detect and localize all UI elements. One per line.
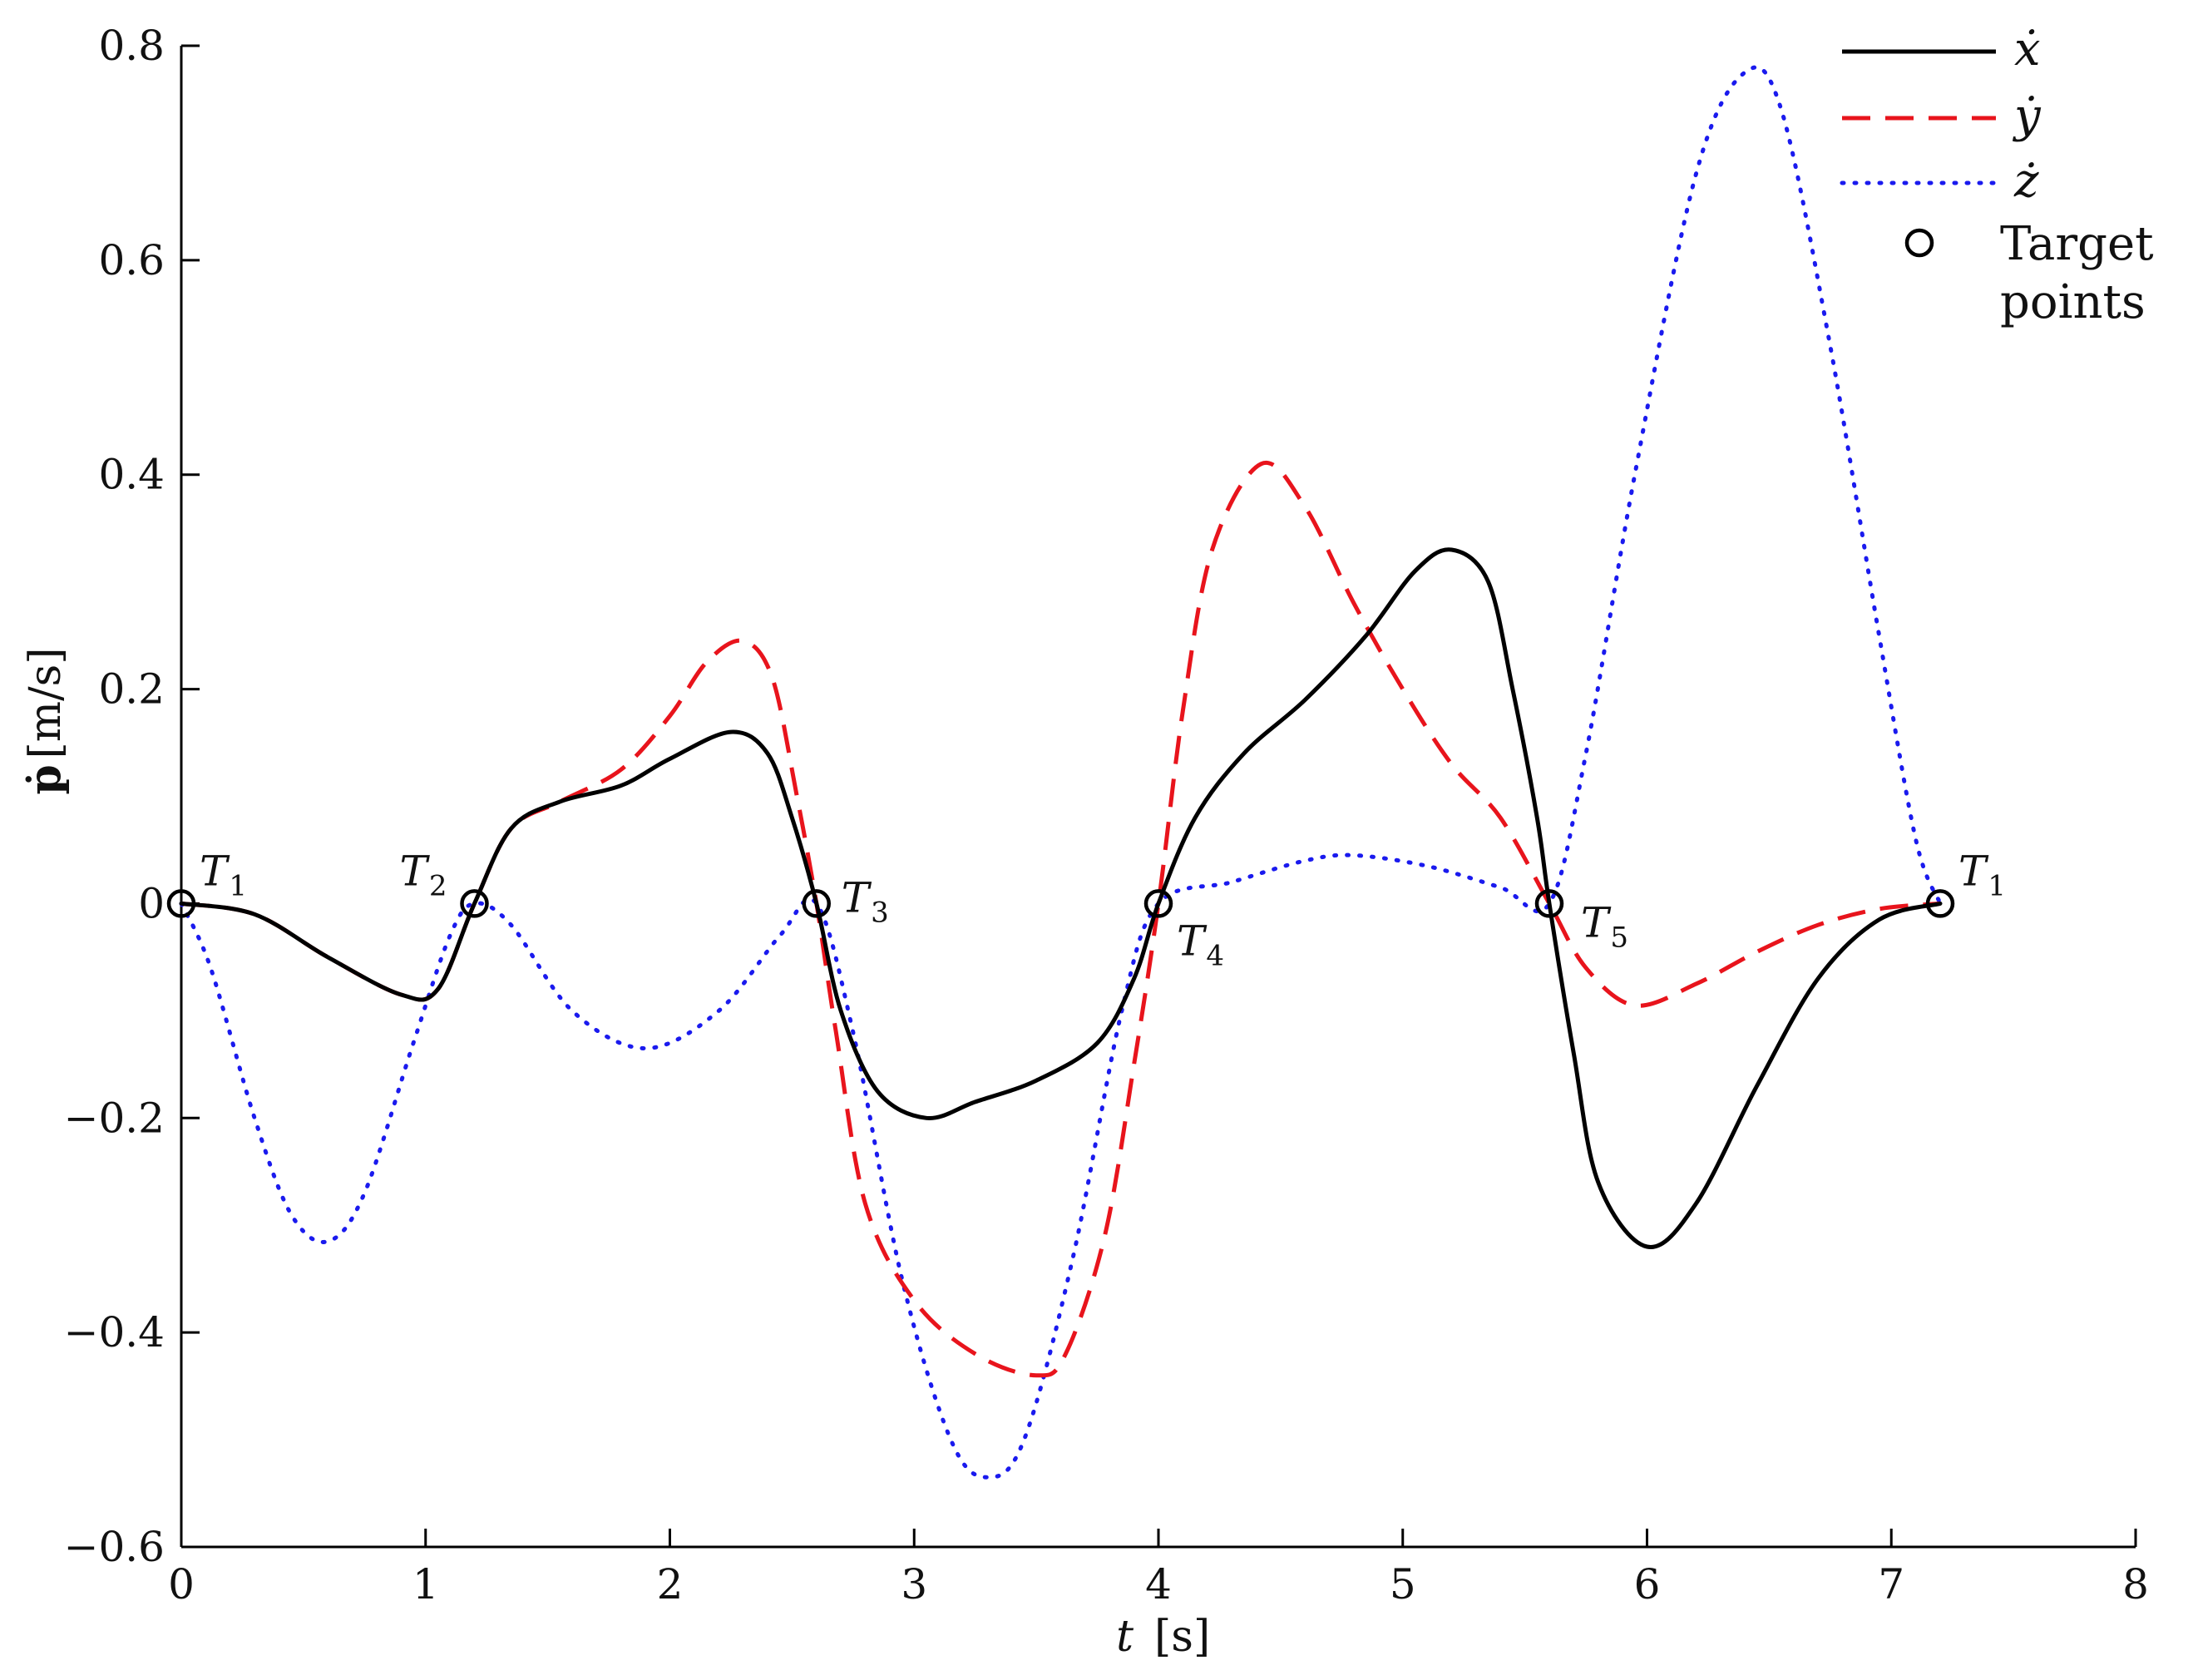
legend-target-marker <box>1904 228 1934 258</box>
target-point-marker <box>802 889 831 918</box>
x-axis-label: t <box>1116 1612 1134 1662</box>
series-layer <box>179 65 1943 1480</box>
target-point-label: T3 <box>842 873 889 929</box>
y-axis-label: ṗ <box>20 764 71 794</box>
target-point-subscript: 5 <box>1610 921 1628 954</box>
series-x-dot-line <box>179 547 1943 1249</box>
x-tick-label: 3 <box>901 1560 927 1608</box>
y-tick-label: 0.2 <box>98 665 165 714</box>
x-tick-label: 2 <box>657 1560 684 1608</box>
target-point-marker <box>1925 889 1955 918</box>
target-point-marker <box>1534 889 1564 918</box>
target-point-subscript: 4 <box>1206 939 1224 972</box>
series-z-dot-line <box>179 65 1943 1480</box>
y-tick-label: 0.4 <box>98 451 165 499</box>
legend-label: ż <box>2013 154 2039 208</box>
target-point-subscript: 2 <box>429 869 447 902</box>
x-tick-label: 5 <box>1390 1560 1416 1608</box>
target-point-letter: T <box>400 847 431 895</box>
y-tick-label: −0.4 <box>64 1308 165 1356</box>
y-tick-label: 0.8 <box>98 22 165 70</box>
target-point-label: T5 <box>1581 898 1628 954</box>
series-y-dot-line <box>180 460 1941 1378</box>
target-point-letter: T <box>1958 847 1989 895</box>
legend-target-label-line2: points <box>2000 275 2146 329</box>
axes: 0 1 2 3 4 5 6 7 8 −0.6 −0.4 −0.2 0 0.2 0.4 0.6 0.8 t [s] ṗ [… <box>20 22 2149 1662</box>
target-point-label: T1 <box>200 847 247 902</box>
x-tick-label: 8 <box>2122 1560 2149 1608</box>
y-tick-label: −0.2 <box>64 1094 165 1142</box>
x-axis-unit: [s] <box>1154 1612 1210 1662</box>
target-point-subscript: 1 <box>1988 869 2006 902</box>
target-point-letter: T <box>200 847 230 895</box>
legend-label: ẋ <box>2014 22 2041 77</box>
target-point-marker <box>460 889 489 918</box>
target-point-label: T1 <box>1958 847 2006 902</box>
x-tick-label: 4 <box>1145 1560 1172 1608</box>
legend-target-label-line1: Target <box>2000 217 2154 271</box>
target-point-subscript: 1 <box>229 869 247 902</box>
x-tick-label: 0 <box>168 1560 195 1608</box>
x-tick-label: 1 <box>412 1560 439 1608</box>
target-point-letter: T <box>842 873 872 922</box>
legend-label: ẏ <box>2012 89 2042 143</box>
y-tick-label: 0 <box>138 879 165 927</box>
y-tick-label: 0.6 <box>98 236 165 284</box>
x-tick-label: 6 <box>1634 1560 1661 1608</box>
y-tick-label: −0.6 <box>64 1523 165 1571</box>
target-point-letter: T <box>1177 917 1208 965</box>
target-point-subscript: 3 <box>871 896 889 929</box>
target-point-letter: T <box>1581 898 1612 946</box>
target-point-label: T2 <box>400 847 447 902</box>
y-axis-label-group: ṗ [m/s] <box>20 647 71 794</box>
x-tick-label: 7 <box>1878 1560 1904 1608</box>
y-axis-unit: [m/s] <box>21 647 71 758</box>
target-point-marker <box>166 889 196 918</box>
target-point-marker <box>1143 889 1173 918</box>
target-point-label: T4 <box>1177 917 1224 972</box>
